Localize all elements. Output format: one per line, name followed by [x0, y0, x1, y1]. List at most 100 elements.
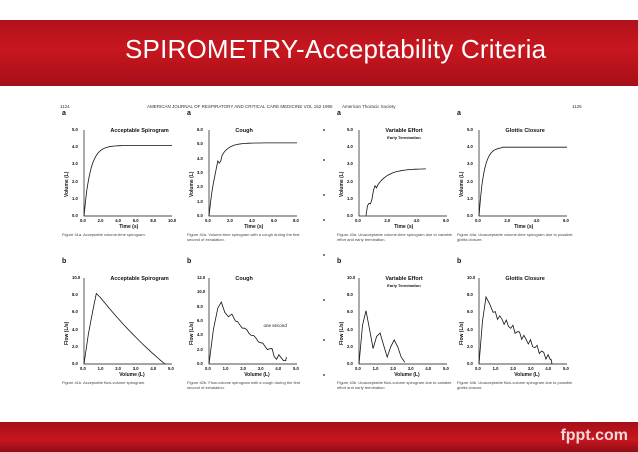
panel-letter: b — [187, 258, 192, 265]
panel-axes — [83, 278, 172, 365]
y-tick-label: 1.0 — [72, 195, 78, 201]
y-tick-label: 0.0 — [197, 213, 203, 218]
page-margin-mark — [323, 299, 325, 301]
y-axis-label: Volume (L) — [189, 171, 195, 198]
y-tick-label: 0.0 — [467, 213, 473, 218]
figure-caption: Figure 44a. Unacceptable volume-time spi… — [457, 232, 573, 242]
y-tick-label: 8.0 — [197, 303, 203, 309]
x-tick-label: 5.0 — [443, 366, 449, 371]
brand-label: fppt.com — [560, 427, 628, 444]
figure-caption: Figure 43b. Unacceptable flow-volume spi… — [337, 380, 452, 390]
x-axis-label: Volume (L) — [119, 372, 145, 378]
x-tick-label: 4.0 — [249, 218, 255, 223]
x-tick-label: 0.0 — [355, 218, 361, 223]
x-tick-label: 2.0 — [97, 218, 104, 223]
panel-title: Cough — [235, 128, 253, 134]
y-tick-label: 6.0 — [347, 309, 353, 315]
panel-subtitle: Early Termination — [387, 283, 421, 288]
footer-bar: fppt.com — [0, 422, 638, 452]
x-tick-label: 2.0 — [390, 366, 397, 371]
x-tick-label: 4.0 — [150, 366, 157, 371]
x-tick-label: 0.0 — [80, 366, 86, 371]
y-tick-label: 2.0 — [347, 178, 353, 184]
y-tick-label: 0.0 — [467, 361, 473, 366]
y-tick-label: 0.0 — [347, 361, 353, 366]
spirogram-curve — [365, 168, 426, 216]
y-axis-label: Flow (L/s) — [64, 321, 70, 346]
page-margin-mark — [323, 254, 325, 256]
x-tick-label: 0.0 — [475, 366, 481, 371]
panel-letter: a — [187, 110, 191, 117]
slide-title: SPIROMETRY-Acceptability Criteria — [125, 34, 547, 64]
panel-letter: b — [62, 258, 67, 265]
panel-letter: b — [457, 258, 462, 265]
figure-caption: Figure 42a. Volume-time spirogram with a… — [187, 232, 300, 242]
y-tick-label: 3.0 — [467, 161, 473, 167]
y-axis-label: Volume (L) — [64, 171, 70, 198]
x-tick-label: 0.0 — [475, 218, 481, 223]
page-margin-mark — [323, 219, 325, 221]
x-tick-label: 2.0 — [240, 366, 247, 371]
y-axis-label: Volume (L) — [459, 171, 465, 198]
panel-letter: a — [337, 110, 341, 117]
y-tick-label: 0.0 — [347, 213, 353, 218]
x-tick-label: 4.0 — [425, 366, 432, 371]
x-tick-label: 0.0 — [205, 218, 211, 223]
x-tick-label: 10.0 — [168, 218, 177, 223]
x-tick-label: 1.0 — [222, 366, 229, 371]
panel-axes — [83, 130, 172, 217]
y-tick-label: 3.0 — [197, 170, 203, 175]
x-tick-label: 2.0 — [510, 366, 517, 371]
y-tick-label: 1.0 — [467, 195, 473, 201]
y-tick-label: 8.0 — [467, 292, 473, 298]
x-tick-label: 5.0 — [168, 366, 174, 371]
x-tick-label: 5.0 — [293, 366, 299, 371]
x-tick-label: 6.0 — [443, 218, 449, 223]
y-tick-label: 4.0 — [197, 332, 203, 338]
spirogram-curve — [83, 292, 166, 365]
figure-caption: Figure 43a. Unacceptable volume-time spi… — [337, 232, 452, 242]
y-axis-label: Flow (L/s) — [339, 321, 345, 346]
scanned-journal-pages: 1124 AMERICAN JOURNAL OF RESPIRATORY AND… — [52, 100, 592, 414]
y-tick-label: 8.0 — [347, 292, 353, 298]
x-axis-label: Volume (L) — [514, 372, 540, 378]
panel-axes — [358, 278, 447, 365]
panel-axes — [358, 130, 447, 217]
x-tick-label: 6.0 — [271, 218, 277, 223]
spirogram-curve — [478, 295, 553, 365]
y-tick-label: 5.0 — [347, 127, 353, 132]
x-tick-label: 1.0 — [492, 366, 499, 371]
y-tick-label: 6.0 — [197, 318, 203, 323]
x-axis-label: Volume (L) — [394, 372, 420, 378]
spirogram-curve — [208, 142, 297, 217]
x-tick-label: 1.0 — [372, 366, 379, 371]
right-journal-header: American Thoracic Society — [342, 104, 396, 109]
x-tick-label: 6.0 — [563, 218, 569, 223]
y-tick-label: 6.0 — [197, 127, 203, 132]
panel-letter: b — [337, 258, 342, 265]
panel-letter: a — [457, 110, 461, 117]
y-tick-label: 5.0 — [467, 127, 473, 132]
y-axis-label: Flow (L/s) — [459, 321, 465, 346]
x-tick-label: 3.0 — [257, 366, 264, 371]
x-tick-label: 2.0 — [227, 218, 233, 223]
y-tick-label: 2.0 — [197, 346, 203, 352]
figure-caption: Figure 44b. Unacceptable flow-volume spi… — [457, 380, 573, 390]
spirogram-curve — [478, 146, 567, 217]
x-tick-label: 4.0 — [115, 218, 122, 223]
y-tick-label: 6.0 — [467, 309, 473, 315]
y-axis-label: Flow (L/s) — [189, 321, 195, 346]
y-tick-label: 3.0 — [72, 161, 78, 167]
y-tick-label: 4.0 — [347, 326, 353, 332]
y-tick-label: 2.0 — [347, 343, 353, 349]
y-tick-label: 4.0 — [72, 144, 78, 150]
y-tick-label: 10.0 — [347, 275, 356, 280]
page-margin-mark — [323, 159, 325, 161]
x-axis-label: Time (s) — [244, 224, 264, 230]
x-tick-label: 5.0 — [563, 366, 569, 371]
panel-title: Acceptable Spirogram — [110, 128, 169, 134]
x-tick-label: 0.0 — [355, 366, 361, 371]
left-journal-header: AMERICAN JOURNAL OF RESPIRATORY AND CRIT… — [147, 104, 333, 109]
page-margin-mark — [323, 339, 325, 341]
spirogram-curve — [358, 310, 406, 365]
